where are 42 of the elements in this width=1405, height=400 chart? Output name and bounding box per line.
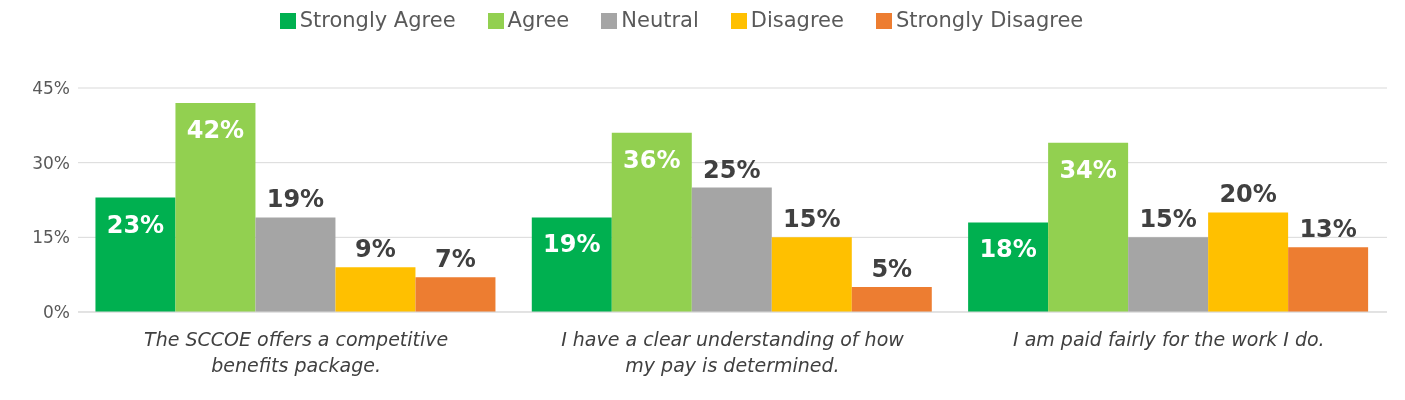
data-label: 15% — [783, 205, 841, 234]
y-tick-label: 15% — [32, 227, 70, 248]
bar — [691, 187, 772, 312]
bar — [95, 197, 176, 312]
data-label: 15% — [1139, 205, 1197, 234]
legend-label: Neutral — [621, 8, 699, 32]
bar — [1048, 142, 1129, 312]
bar — [175, 102, 256, 312]
bar — [611, 132, 692, 312]
x-tick-label: The SCCOE offers a competitive benefits package. — [144, 328, 449, 376]
y-tick-label: 0% — [43, 302, 70, 323]
bar — [1208, 212, 1289, 312]
bar — [415, 277, 496, 312]
data-label: 18% — [979, 235, 1037, 264]
legend-label: Strongly Disagree — [895, 8, 1084, 32]
bar — [335, 267, 416, 312]
data-label: 19% — [266, 185, 325, 214]
data-label: 42% — [186, 115, 245, 144]
data-label: 20% — [1219, 180, 1277, 209]
data-label: 23% — [106, 210, 165, 239]
legend-label: Agree — [507, 8, 570, 32]
data-label: 13% — [1299, 215, 1357, 244]
x-tick-label: I am paid fairly for the work I do. — [1012, 328, 1325, 350]
y-tick-label: 30% — [32, 152, 70, 173]
data-label: 7% — [435, 245, 476, 274]
bar — [771, 237, 852, 312]
data-label: 34% — [1059, 155, 1117, 184]
data-label: 19% — [543, 230, 601, 259]
bar — [255, 217, 336, 312]
legend-label: Strongly Agree — [299, 8, 456, 32]
bar — [1288, 247, 1369, 312]
data-label: 9% — [355, 235, 396, 264]
bar — [1128, 237, 1209, 312]
bar — [531, 217, 612, 312]
bar — [851, 287, 932, 312]
y-tick-label: 45% — [32, 78, 70, 99]
x-tick-label: I have a clear understanding of how my pay is determined. — [561, 328, 905, 376]
data-label: 25% — [703, 155, 761, 184]
data-label: 36% — [623, 145, 681, 174]
data-label: 5% — [871, 255, 913, 284]
bar — [968, 222, 1049, 312]
legend-label: Disagree — [750, 8, 844, 32]
